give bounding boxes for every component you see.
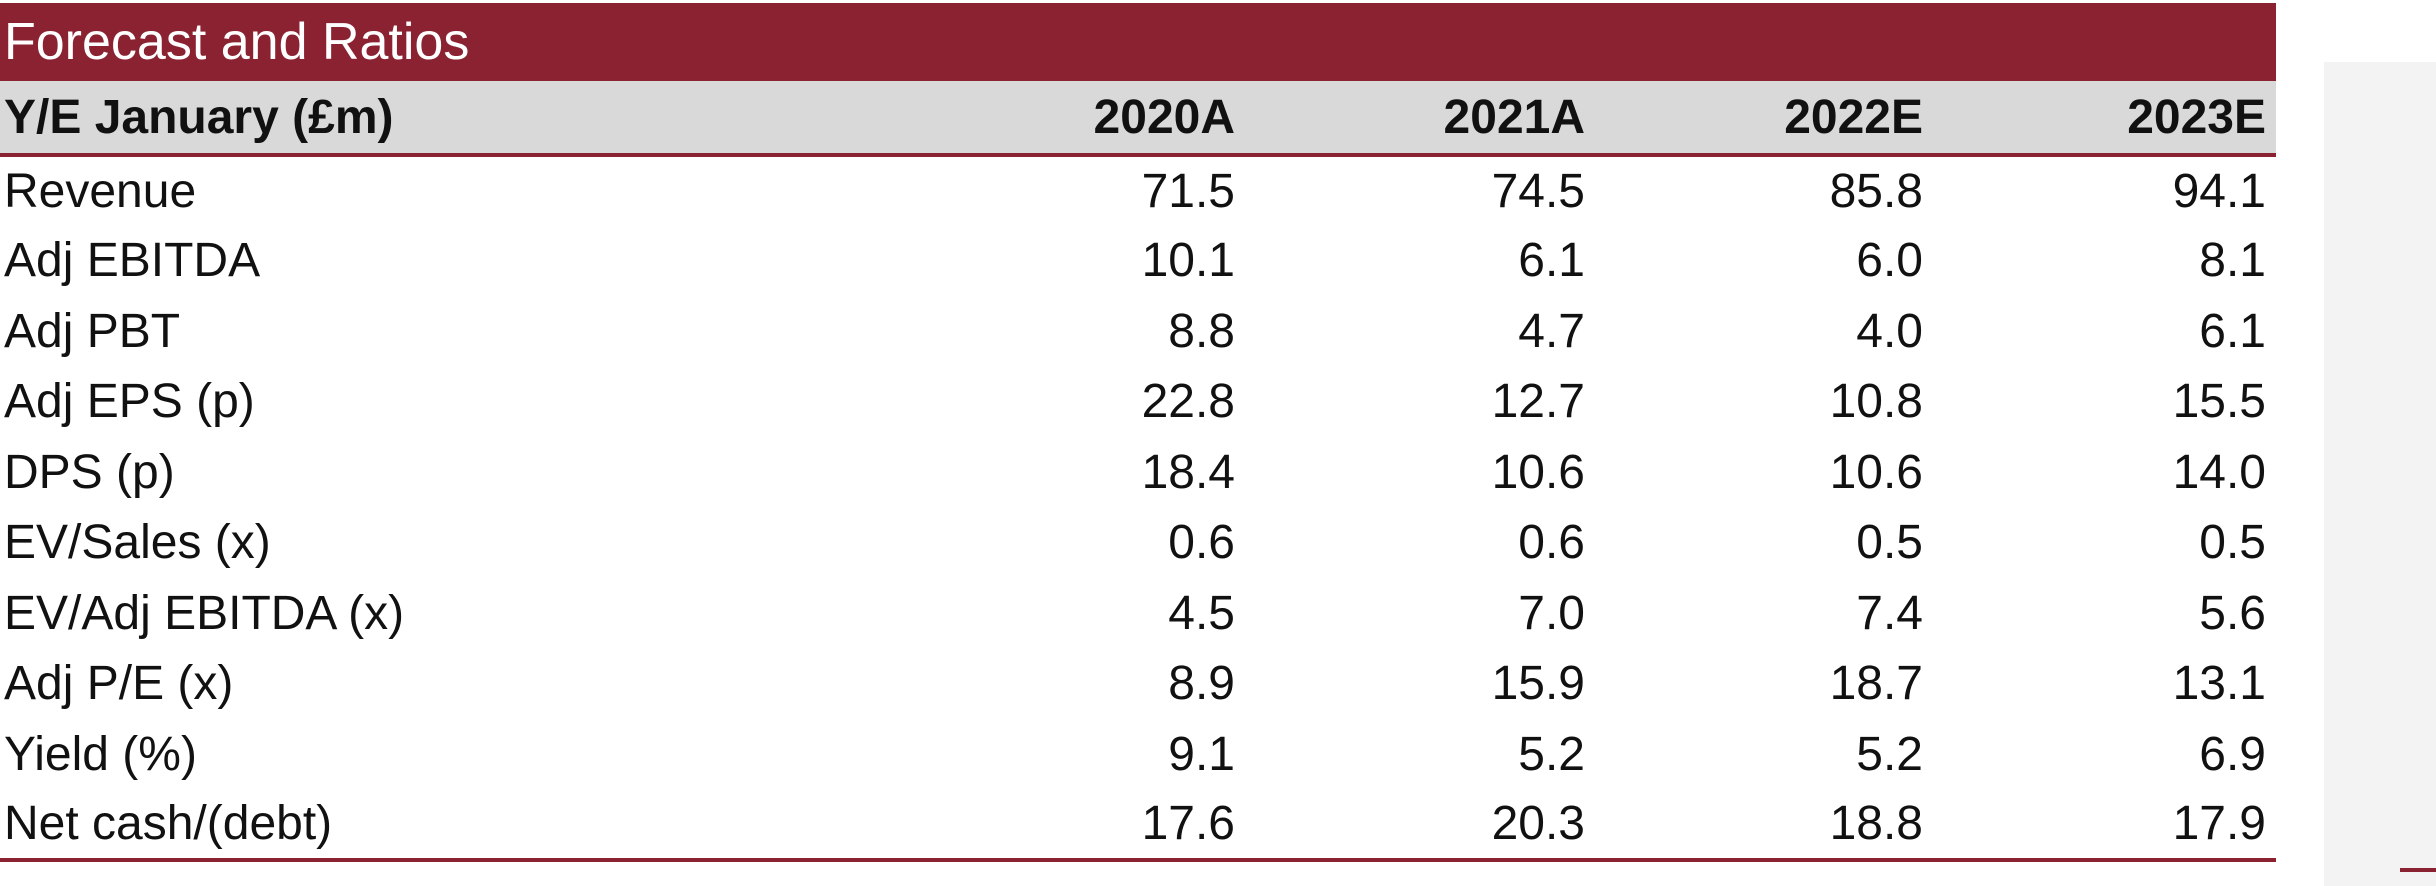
cell-value: 4.7 (1518, 304, 1585, 358)
table-row: EV/Adj EBITDA (x) 4.5 7.0 7.4 5.6 (0, 578, 2276, 649)
cell-value: 18.4 (1141, 445, 1235, 499)
side-divider (2400, 868, 2436, 872)
forecast-table-section: Forecast and Ratios Y/E January (£m) 202… (0, 3, 2276, 862)
row-label: Adj EBITDA (4, 234, 261, 288)
table-row: Adj EPS (p) 22.8 12.7 10.8 15.5 (0, 367, 2276, 438)
row-label: DPS (p) (4, 445, 175, 499)
cell-value: 0.5 (1856, 516, 1923, 570)
cell-value: 7.4 (1856, 586, 1923, 640)
header-year: 2023E (1933, 81, 2276, 157)
cell-value: 17.9 (1933, 789, 2276, 862)
header-row: Y/E January (£m) 2020A 2021A 2022E 2023E (0, 81, 2276, 157)
row-label: Net cash/(debt) (0, 789, 1000, 862)
cell-value: 9.1 (1168, 727, 1235, 781)
cell-value: 8.8 (1168, 304, 1235, 358)
table-row: Yield (%) 9.1 5.2 5.2 6.9 (0, 719, 2276, 790)
cell-value: 14.0 (2172, 445, 2266, 499)
cell-value: 22.8 (1141, 375, 1235, 429)
cell-value: 0.6 (1168, 516, 1235, 570)
table-row: Adj EBITDA 10.1 6.1 6.0 8.1 (0, 226, 2276, 297)
cell-value: 17.6 (1000, 789, 1245, 862)
cell-value: 15.5 (2172, 375, 2266, 429)
table-title: Forecast and Ratios (0, 3, 2276, 81)
cell-value: 5.6 (2199, 586, 2266, 640)
cell-value: 7.0 (1518, 586, 1585, 640)
cell-value: 94.1 (2172, 164, 2266, 218)
table-row: EV/Sales (x) 0.6 0.6 0.5 0.5 (0, 508, 2276, 579)
row-label: Adj P/E (x) (4, 657, 234, 711)
cell-value: 13.1 (2172, 657, 2266, 711)
table-row: Revenue 71.5 74.5 85.8 94.1 (0, 155, 2276, 226)
cell-value: 18.7 (1829, 657, 1923, 711)
cell-value: 10.6 (1491, 445, 1585, 499)
header-year: 2020A (1000, 81, 1245, 157)
cell-value: 8.9 (1168, 657, 1235, 711)
row-label: EV/Adj EBITDA (x) (4, 586, 405, 640)
cell-value: 4.5 (1168, 586, 1235, 640)
cell-value: 74.5 (1491, 164, 1585, 218)
header-label: Y/E January (£m) (0, 81, 1000, 157)
side-panel (2324, 62, 2436, 886)
cell-value: 6.9 (2199, 727, 2266, 781)
row-label: Yield (%) (4, 727, 197, 781)
cell-value: 5.2 (1856, 727, 1923, 781)
cell-value: 10.1 (1141, 234, 1235, 288)
row-label: Adj PBT (4, 304, 181, 358)
cell-value: 18.8 (1595, 789, 1933, 862)
row-label: Adj EPS (p) (4, 375, 255, 429)
row-label: EV/Sales (x) (4, 516, 271, 570)
cell-value: 85.8 (1829, 164, 1923, 218)
cell-value: 4.0 (1856, 304, 1923, 358)
table-row: Adj PBT 8.8 4.7 4.0 6.1 (0, 296, 2276, 367)
cell-value: 10.6 (1829, 445, 1923, 499)
cell-value: 0.6 (1518, 516, 1585, 570)
header-year: 2022E (1595, 81, 1933, 157)
cell-value: 6.1 (1518, 234, 1585, 288)
cell-value: 8.1 (2199, 234, 2266, 288)
row-label: Revenue (4, 164, 197, 218)
cell-value: 71.5 (1141, 164, 1235, 218)
cell-value: 5.2 (1518, 727, 1585, 781)
header-year: 2021A (1245, 81, 1595, 157)
cell-value: 10.8 (1829, 375, 1923, 429)
table-row: Net cash/(debt) 17.6 20.3 18.8 17.9 (0, 789, 2276, 862)
cell-value: 6.0 (1856, 234, 1923, 288)
cell-value: 6.1 (2199, 304, 2266, 358)
cell-value: 20.3 (1245, 789, 1595, 862)
cell-value: 0.5 (2199, 516, 2266, 570)
table-row: DPS (p) 18.4 10.6 10.6 14.0 (0, 437, 2276, 508)
cell-value: 12.7 (1491, 375, 1585, 429)
cell-value: 15.9 (1491, 657, 1585, 711)
table-row: Adj P/E (x) 8.9 15.9 18.7 13.1 (0, 649, 2276, 720)
forecast-table: Y/E January (£m) 2020A 2021A 2022E 2023E… (0, 81, 2276, 862)
